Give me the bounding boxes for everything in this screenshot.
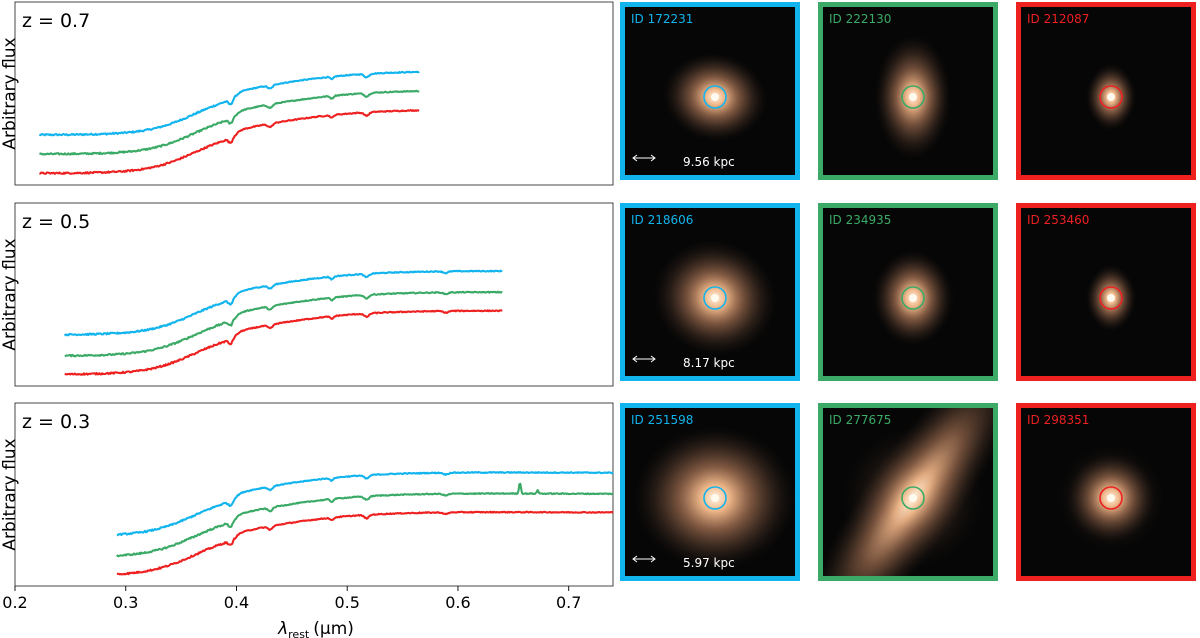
spectrum-red: [64, 309, 503, 376]
aperture-circle: [1099, 85, 1123, 109]
galaxy-id: ID 222130: [829, 12, 892, 26]
redshift-label: z = 0.5: [22, 211, 90, 233]
aperture-circle: [901, 85, 925, 109]
galaxy-tile: ID 172231 9.56 kpc: [620, 2, 800, 180]
aperture-circle: [703, 286, 727, 310]
x-tick-label: 0.7: [556, 593, 581, 612]
galaxy-tile: ID 251598 5.97 kpc: [620, 403, 800, 581]
panel-frame: [14, 1, 614, 186]
galaxy-tile: ID 218606 8.17 kpc: [620, 203, 800, 381]
galaxy-image: [662, 52, 768, 142]
galaxy-tile: ID 222130: [818, 2, 998, 180]
galaxy-tile: ID 234935: [818, 203, 998, 381]
spectrum-green: [64, 290, 503, 358]
galaxy-id: ID 212087: [1027, 12, 1090, 26]
redshift-label: z = 0.7: [22, 10, 90, 32]
double-arrow-icon: [632, 555, 656, 563]
spectrum-blue: [38, 70, 420, 137]
x-axis-symbol: λ: [277, 619, 288, 638]
aperture-circle: [901, 286, 925, 310]
aperture-circle: [1099, 286, 1123, 310]
x-axis-subscript: rest: [288, 628, 310, 638]
galaxy-image: [1084, 63, 1138, 131]
galaxy-image: [653, 239, 777, 357]
double-arrow-icon: [632, 154, 656, 162]
scale-bar-label: 9.56 kpc: [683, 155, 735, 169]
spectrum-blue: [63, 269, 503, 337]
spectrum-blue: [116, 470, 614, 537]
galaxy-tile: ID 253460: [1016, 203, 1196, 381]
x-tick-label: 0.6: [445, 593, 470, 612]
galaxy-tile: ID 212087: [1016, 2, 1196, 180]
aperture-circle: [901, 486, 925, 510]
panel-frame: [14, 402, 614, 587]
galaxy-id: ID 172231: [631, 12, 694, 26]
x-tick-label: 0.5: [334, 593, 359, 612]
galaxy-id: ID 234935: [829, 213, 892, 227]
galaxy-image: [874, 34, 952, 160]
x-axis-unit: (μm): [313, 619, 354, 638]
aperture-circle: [703, 85, 727, 109]
y-axis-label: Arbitrary flux: [0, 238, 20, 350]
galaxy-id: ID 218606: [631, 213, 694, 227]
x-axis-label: λrest (μm): [277, 619, 354, 638]
scale-bar-label: 5.97 kpc: [683, 556, 735, 570]
x-tick-label: 0.4: [224, 593, 249, 612]
redshift-label: z = 0.3: [22, 411, 90, 433]
galaxy-id: ID 298351: [1027, 413, 1090, 427]
spectrum-green: [39, 89, 420, 156]
galaxy-tile: ID 277675: [818, 403, 998, 581]
double-arrow-icon: [632, 355, 656, 363]
aperture-circle: [1099, 486, 1123, 510]
scale-bar-label: 8.17 kpc: [683, 356, 735, 370]
galaxy-id: ID 277675: [829, 413, 892, 427]
panel-frame: [14, 202, 614, 387]
spectrum-green: [116, 482, 614, 558]
aperture-circle: [703, 486, 727, 510]
galaxy-image: [869, 250, 957, 346]
y-axis-label: Arbitrary flux: [0, 37, 20, 149]
galaxy-tile: ID 298351: [1016, 403, 1196, 581]
galaxy-image: [633, 426, 795, 570]
spectrum-red: [39, 109, 420, 175]
galaxy-image: [1057, 444, 1165, 552]
galaxy-id: ID 251598: [631, 413, 694, 427]
x-tick-label: 0.3: [113, 593, 138, 612]
spectrum-red: [116, 510, 614, 576]
galaxy-id: ID 253460: [1027, 213, 1090, 227]
y-axis-label: Arbitrary flux: [0, 438, 20, 550]
galaxy-image: [1084, 264, 1138, 332]
galaxy-image: [823, 408, 993, 576]
x-tick-label: 0.2: [2, 593, 27, 612]
